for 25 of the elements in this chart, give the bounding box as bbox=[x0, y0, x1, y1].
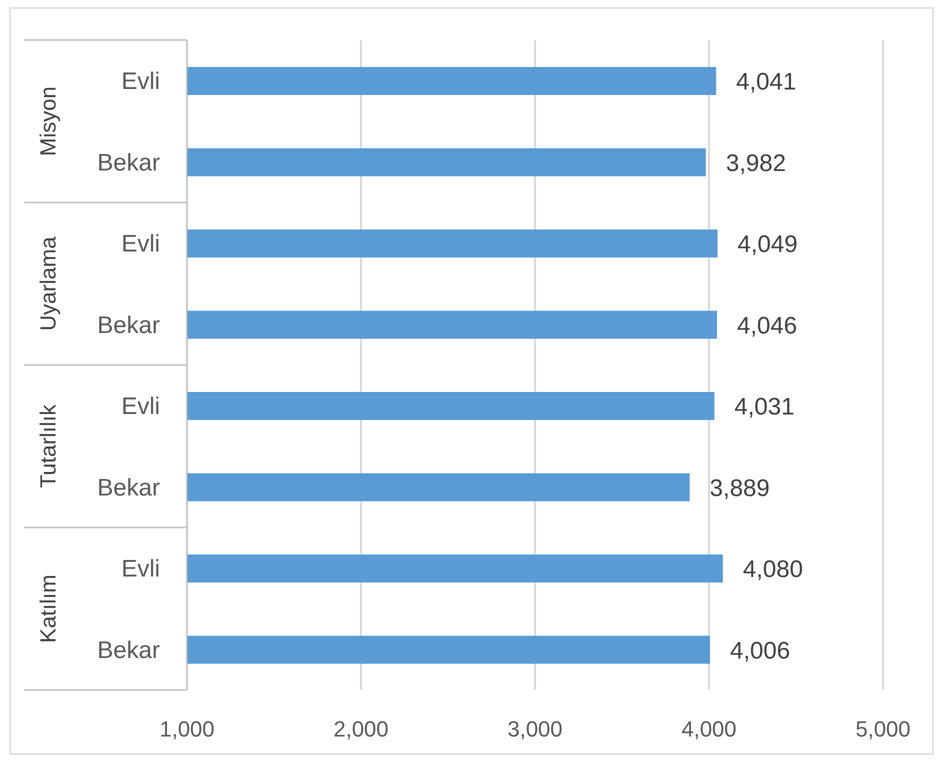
text: Tutarlılık bbox=[36, 403, 60, 488]
y-tick-label: Bekar bbox=[97, 636, 160, 664]
data-label: 4,080 bbox=[742, 556, 803, 584]
y-tick-label: Bekar bbox=[97, 312, 160, 339]
data-label: 4,041 bbox=[736, 68, 796, 96]
y-tick-label: Evli bbox=[121, 393, 160, 420]
text: Katılım bbox=[36, 574, 60, 643]
x-tick-label: 5,000 bbox=[855, 716, 911, 742]
y-tick-label: Bekar bbox=[97, 149, 160, 176]
data-label: 3,982 bbox=[726, 150, 786, 177]
text: Uyarlama bbox=[36, 236, 60, 331]
x-tick-label: 1,000 bbox=[159, 716, 215, 742]
y-tick-label: Evli bbox=[121, 68, 160, 96]
data-label: 4,031 bbox=[734, 394, 794, 421]
x-tick-label: 4,000 bbox=[681, 716, 737, 742]
x-tick-label: 3,000 bbox=[507, 716, 563, 742]
y-tick-label: Bekar bbox=[97, 474, 160, 502]
y-tick-label: Evli bbox=[121, 230, 160, 258]
text: Misyon bbox=[36, 86, 60, 156]
data-label: 4,049 bbox=[738, 231, 798, 258]
x-tick-label: 2,000 bbox=[333, 716, 389, 742]
data-label: 3,889 bbox=[710, 474, 770, 502]
y-tick-label: Evli bbox=[121, 556, 160, 583]
data-label: 4,006 bbox=[730, 637, 790, 664]
data-label: 4,046 bbox=[737, 312, 798, 340]
